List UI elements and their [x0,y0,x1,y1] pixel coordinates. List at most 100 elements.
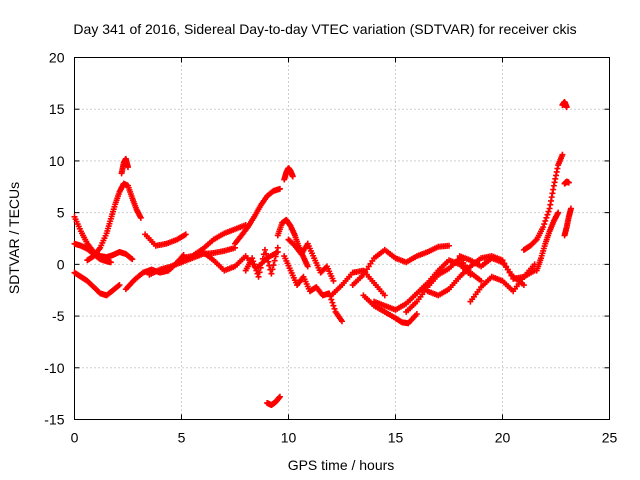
series-arc-17 [264,393,283,409]
series-arc-22 [403,255,485,315]
x-tick-labels: 0 5 10 15 20 25 [71,430,618,446]
data-point [381,292,388,299]
data-point [540,224,547,231]
data-point [182,231,189,238]
data-point [289,173,296,180]
data-point [559,151,566,158]
data-point [261,246,268,253]
data-point [253,267,260,274]
data-point [125,164,131,171]
y-tick-labels: -15 -10 -5 0 5 10 15 20 [44,50,64,428]
data-points [71,98,574,409]
series-arc-15 [281,253,345,325]
y-tick-label: -15 [44,412,64,428]
data-point [541,221,548,228]
data-point [256,269,263,276]
data-point [115,282,122,289]
x-axis-label: GPS time / hours [288,457,395,473]
series-arc-02 [71,240,114,266]
plot-frame [74,57,610,420]
y-tick-label: 0 [57,256,65,272]
x-tick-label: 25 [602,430,618,446]
data-point [271,257,278,264]
series-arc-26 [520,151,566,253]
y-axis-label: SDTVAR / TECUs [6,182,22,294]
data-point [520,282,527,289]
series-arc-18 [328,267,388,299]
data-point [250,258,257,265]
data-point [273,249,280,256]
series-arc-09 [178,222,249,262]
data-point [563,104,570,111]
data-point [272,253,279,260]
data-point [339,318,345,325]
series-arc-23 [424,253,538,299]
data-point [330,302,337,309]
data-point [446,242,452,249]
data-point [329,299,336,306]
series-arc-28 [559,98,570,111]
data-point [268,270,275,277]
data-point [565,179,572,186]
data-point [544,211,551,218]
data-point [137,214,144,221]
x-tick-label: 20 [495,430,511,446]
data-point [545,208,552,215]
data-point [542,217,549,224]
chart-title: Day 341 of 2016, Sidereal Day-to-day VTE… [73,21,576,37]
data-point [249,255,256,262]
data-point [129,256,136,263]
series-arc-19 [349,242,452,289]
series-arc-30 [561,178,572,187]
x-tick-label: 15 [388,430,404,446]
data-point [258,260,265,267]
y-tick-label: 20 [49,50,65,66]
data-point [567,205,574,212]
y-tick-label: 5 [57,205,65,221]
series-arc-13 [281,165,296,183]
y-tick-label: 15 [49,101,65,117]
x-tick-label: 0 [71,430,79,446]
y-tick-label: -5 [52,308,65,324]
y-tick-label: -10 [44,360,64,376]
data-point [555,209,562,216]
series-arc-25 [456,253,527,289]
data-point [330,277,337,284]
series-arc-16 [285,236,337,284]
series-arc-03 [71,269,123,299]
series-arc-07 [142,231,189,249]
data-point [128,255,135,262]
data-point [413,311,420,318]
data-point [107,259,114,266]
data-point [116,282,123,289]
data-point [270,262,277,269]
data-point [257,264,264,271]
data-point [264,254,271,261]
data-point [255,273,262,280]
data-point [269,266,276,273]
data-point [276,393,283,400]
data-point [304,263,311,270]
data-point [259,255,266,262]
data-point [252,264,259,271]
data-point [265,258,272,265]
data-point [543,214,550,221]
data-point [263,250,270,257]
series-arc-29 [561,205,574,239]
grid-lines [74,57,610,420]
x-tick-label: 5 [178,430,186,446]
series-arc-21 [371,257,474,313]
series-arc-20 [360,292,420,327]
data-point [331,305,338,312]
data-point [532,237,539,244]
series-arc-04 [84,180,144,264]
data-point [251,261,258,268]
data-point [478,277,485,284]
x-tick-label: 10 [281,430,297,446]
data-point [274,244,281,251]
series-arc-05 [118,155,131,177]
series-arc-12 [242,244,281,280]
series-arc-11 [232,185,283,247]
y-tick-label: 10 [49,153,65,169]
